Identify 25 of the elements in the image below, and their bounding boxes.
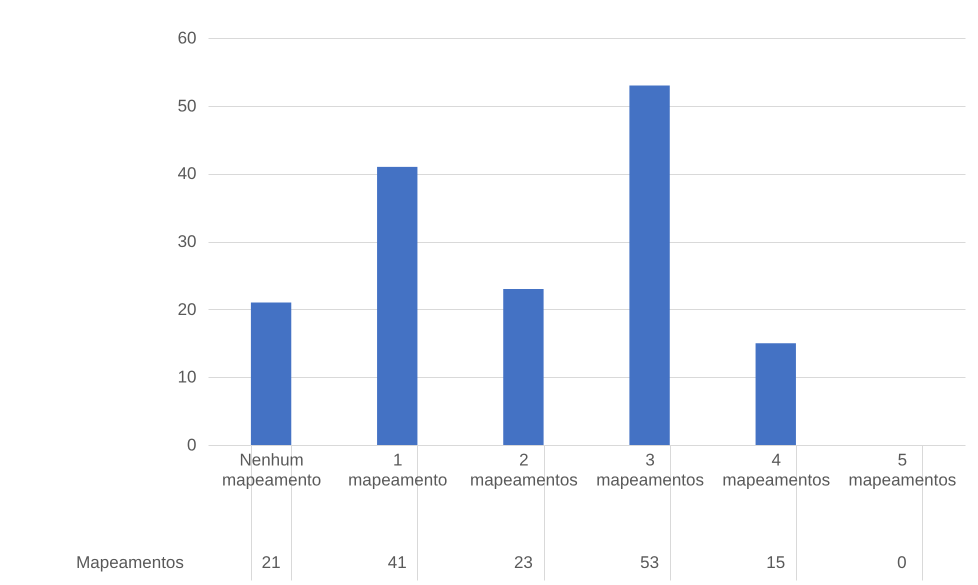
x-tick-label: Nenhum mapeamento: [222, 450, 322, 490]
x-tick-label: 4 mapeamentos: [722, 450, 830, 490]
bar: [756, 343, 796, 445]
data-label: 21: [262, 553, 281, 572]
text: Mapeamentos: [76, 553, 184, 572]
bar: [629, 85, 670, 445]
x-tick-label: 2 mapeamentos: [470, 450, 578, 490]
bar: [250, 302, 292, 445]
bar: [377, 166, 418, 445]
y-tick-label: 0: [187, 436, 196, 454]
y-tick-label: 50: [178, 96, 196, 116]
y-tick-label: 20: [178, 300, 196, 319]
x-tick-label: 1 mapeamento: [348, 450, 448, 490]
data-label: 15: [766, 553, 786, 572]
data-label: 23: [514, 553, 533, 572]
y-tick-label: 30: [178, 232, 196, 251]
bar: [503, 288, 544, 445]
data-label: 0: [897, 553, 907, 572]
data-label: 53: [640, 553, 660, 572]
data-label: 41: [388, 553, 407, 572]
y-tick-label: 40: [178, 164, 196, 184]
x-tick-label: 3 mapeamentos: [596, 450, 704, 490]
y-tick-label: 10: [178, 368, 196, 387]
y-tick-label: 60: [178, 28, 196, 48]
x-tick-label: 5 mapeamentos: [848, 450, 956, 490]
